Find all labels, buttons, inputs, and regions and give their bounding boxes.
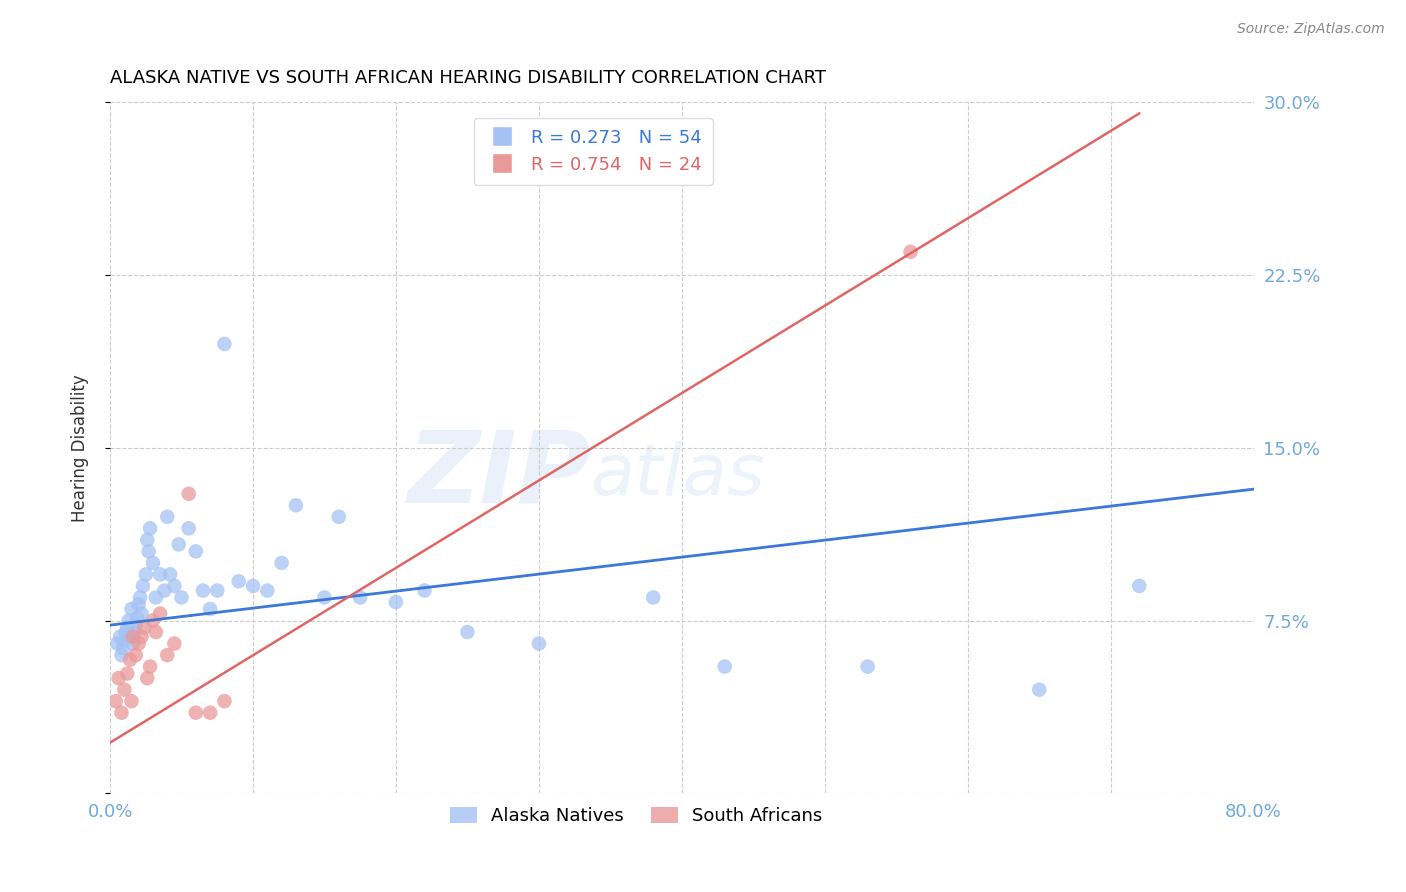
Point: [214, 694, 236, 708]
Point: [184, 706, 207, 720]
Point: [228, 574, 250, 589]
Point: [385, 595, 408, 609]
Point: [125, 648, 148, 662]
Point: [149, 567, 172, 582]
Text: ZIP: ZIP: [408, 426, 591, 524]
Point: [256, 583, 278, 598]
Text: atlas: atlas: [591, 441, 765, 510]
Point: [108, 630, 131, 644]
Point: [115, 620, 138, 634]
Point: [142, 614, 165, 628]
Point: [145, 591, 167, 605]
Point: [115, 666, 138, 681]
Point: [120, 653, 142, 667]
Point: [145, 625, 167, 640]
Point: [177, 521, 200, 535]
Legend: Alaska Natives, South Africans: Alaska Natives, South Africans: [443, 800, 830, 833]
Point: [159, 567, 181, 582]
Point: [107, 671, 129, 685]
Point: [135, 567, 157, 582]
Point: [156, 509, 179, 524]
Point: [118, 614, 141, 628]
Point: [124, 625, 146, 640]
Point: [184, 544, 207, 558]
Text: ALASKA NATIVE VS SOUTH AFRICAN HEARING DISABILITY CORRELATION CHART: ALASKA NATIVE VS SOUTH AFRICAN HEARING D…: [110, 69, 827, 87]
Point: [136, 671, 159, 685]
Point: [284, 498, 307, 512]
Point: [121, 602, 143, 616]
Point: [413, 583, 436, 598]
Point: [128, 598, 150, 612]
Point: [122, 630, 145, 644]
Point: [349, 591, 371, 605]
Point: [121, 694, 143, 708]
Point: [1028, 682, 1050, 697]
Point: [128, 636, 150, 650]
Point: [131, 607, 153, 621]
Point: [1128, 579, 1150, 593]
Point: [314, 591, 336, 605]
Point: [112, 634, 135, 648]
Point: [112, 682, 135, 697]
Point: [328, 509, 350, 524]
Point: [114, 625, 136, 640]
Point: [110, 648, 132, 662]
Point: [713, 659, 735, 673]
Point: [900, 244, 922, 259]
Point: [856, 659, 879, 673]
Point: [156, 648, 179, 662]
Point: [104, 694, 127, 708]
Point: [167, 537, 190, 551]
Point: [136, 533, 159, 547]
Point: [131, 630, 153, 644]
Point: [138, 544, 160, 558]
Point: [139, 521, 162, 535]
Point: [242, 579, 264, 593]
Point: [270, 556, 292, 570]
Point: [149, 607, 172, 621]
Text: Source: ZipAtlas.com: Source: ZipAtlas.com: [1237, 22, 1385, 37]
Point: [120, 630, 142, 644]
Point: [170, 591, 193, 605]
Point: [127, 611, 149, 625]
Point: [129, 591, 152, 605]
Point: [105, 636, 128, 650]
Point: [177, 487, 200, 501]
Point: [207, 583, 229, 598]
Point: [122, 636, 145, 650]
Point: [132, 579, 155, 593]
Point: [142, 556, 165, 570]
Point: [527, 636, 550, 650]
Point: [198, 706, 221, 720]
Point: [153, 583, 176, 598]
Point: [191, 583, 214, 598]
Point: [214, 337, 236, 351]
Point: [163, 579, 186, 593]
Point: [198, 602, 221, 616]
Y-axis label: Hearing Disability: Hearing Disability: [72, 374, 89, 522]
Point: [163, 636, 186, 650]
Point: [456, 625, 478, 640]
Point: [134, 620, 156, 634]
Point: [643, 591, 665, 605]
Point: [111, 641, 134, 656]
Point: [110, 706, 132, 720]
Point: [125, 618, 148, 632]
Point: [139, 659, 162, 673]
